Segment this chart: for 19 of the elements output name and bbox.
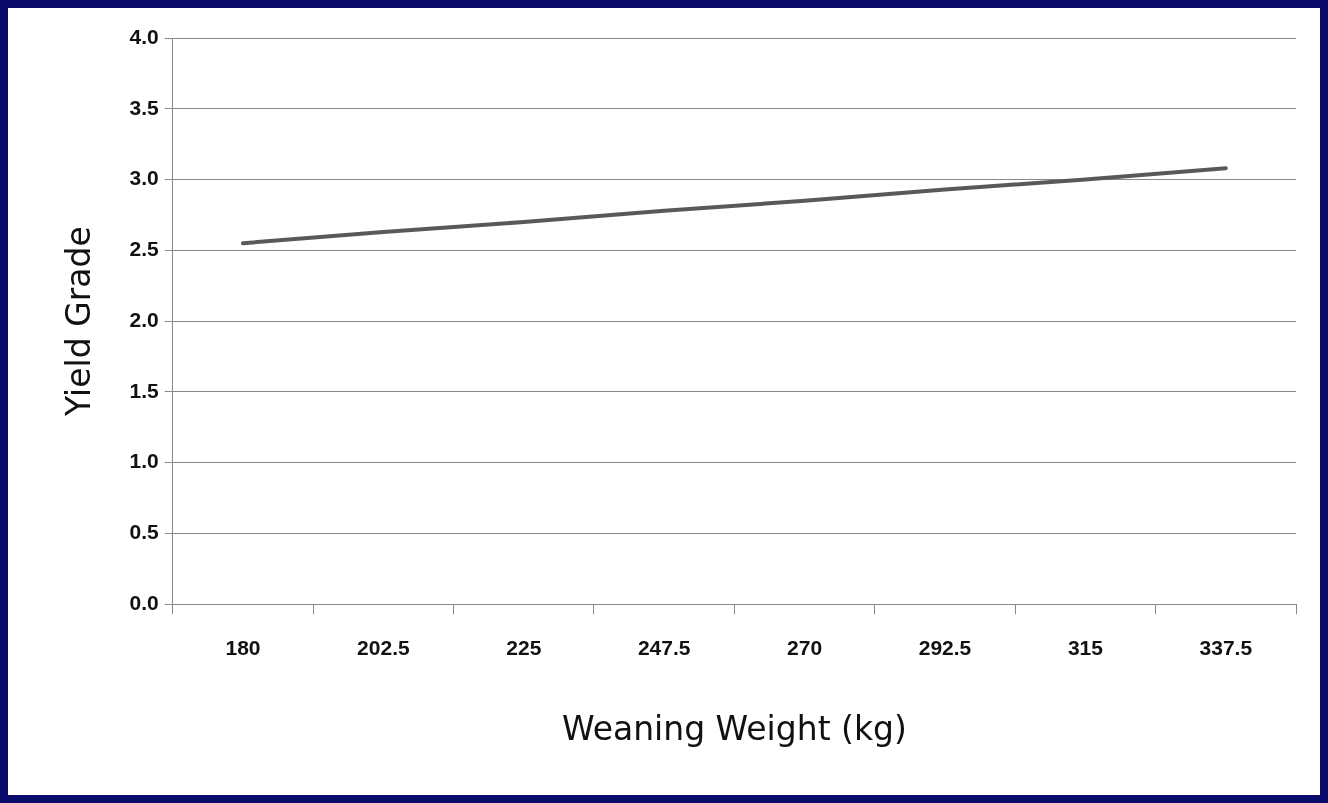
x-tick-label: 180 bbox=[225, 635, 261, 659]
y-tick-label: 2.5 bbox=[129, 237, 160, 261]
y-tick-label: 1.5 bbox=[129, 378, 160, 402]
y-tick-label: 0.0 bbox=[129, 591, 159, 614]
x-tick-label: 270 bbox=[787, 635, 823, 659]
x-tick-label: 247.5 bbox=[637, 635, 691, 659]
y-tick-label: 2.0 bbox=[129, 307, 159, 331]
x-axis-title: Weaning Weight (kg) bbox=[561, 708, 907, 748]
x-tick-label: 202.5 bbox=[357, 635, 410, 659]
y-tick-label: 3.5 bbox=[129, 95, 160, 119]
y-axis-title: Yield Grade bbox=[59, 226, 99, 417]
x-tick-label: 225 bbox=[506, 635, 542, 659]
y-tick-label: 1.0 bbox=[129, 449, 159, 473]
x-tick-label: 337.5 bbox=[1199, 635, 1253, 659]
y-tick-label: 4.0 bbox=[129, 24, 159, 48]
x-tick-label: 315 bbox=[1067, 635, 1104, 659]
y-tick-label: 0.5 bbox=[129, 520, 160, 544]
y-tick-label: 3.0 bbox=[129, 166, 159, 190]
x-tick-label: 292.5 bbox=[918, 635, 972, 659]
